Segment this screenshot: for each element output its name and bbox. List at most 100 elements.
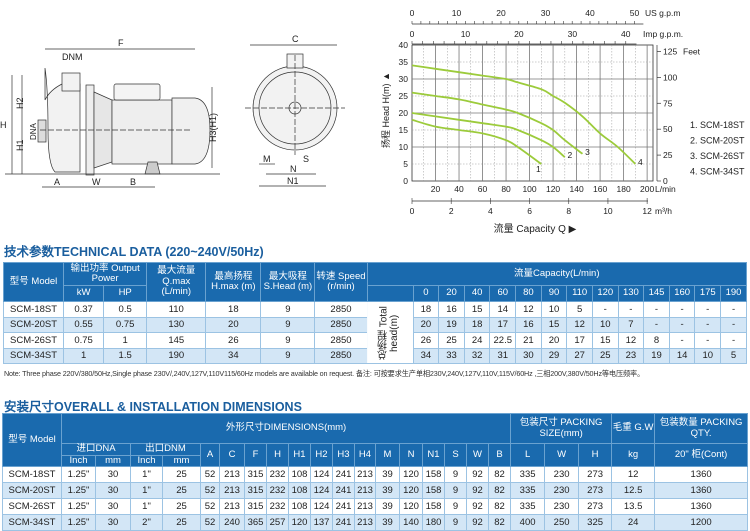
header-hmax: 最高扬程 H.max (m) bbox=[205, 262, 262, 302]
imp-gpm-tick-label: 10 bbox=[461, 29, 471, 39]
dim-label-dnm: DNM bbox=[62, 52, 83, 62]
header-dim-m: M bbox=[375, 442, 400, 468]
curve-number-label: 2 bbox=[567, 150, 572, 160]
cell-value: 108 bbox=[288, 482, 311, 500]
cell-value: 52 bbox=[200, 498, 220, 516]
cell-head: 17 bbox=[566, 332, 593, 349]
header-capacity-value: 60 bbox=[489, 285, 517, 302]
header-model: 型号 Model bbox=[2, 262, 65, 302]
cell-head: 19 bbox=[643, 347, 670, 364]
cell-value: 1" bbox=[130, 498, 163, 516]
cell-value: 232 bbox=[266, 482, 289, 500]
header-pack-h: H bbox=[578, 442, 613, 468]
cell-value: 92 bbox=[466, 498, 489, 516]
cell-value: 325 bbox=[578, 514, 613, 531]
cell-q: 145 bbox=[146, 332, 207, 349]
cell-value: 9 bbox=[444, 466, 467, 484]
cell-value: 124 bbox=[310, 482, 333, 500]
cell-value: 213 bbox=[219, 482, 245, 500]
cell-value: 24 bbox=[611, 514, 656, 531]
cell-value: 30 bbox=[95, 498, 131, 516]
us-gpm-tick-label: 10 bbox=[452, 8, 462, 18]
cell-head: - bbox=[668, 301, 696, 318]
y-axis-title: 扬程 Head H(m) ▲ bbox=[380, 72, 391, 148]
curve-4 bbox=[411, 64, 636, 165]
cell-value: 12 bbox=[611, 466, 656, 484]
header-cont: 20" 柜(Cont) bbox=[654, 442, 749, 468]
cell-speed: 2850 bbox=[314, 347, 368, 364]
cell-s: 9 bbox=[260, 301, 316, 318]
cell-value: 9 bbox=[444, 498, 467, 516]
cell-value: 158 bbox=[422, 498, 445, 516]
header-capacity-value: 110 bbox=[566, 285, 593, 302]
cell-value: 1360 bbox=[654, 466, 749, 484]
dimensions-title: 安装尺寸OVERALL & INSTALLATION DIMENSIONS bbox=[4, 400, 302, 414]
header-capacity-value: 90 bbox=[540, 285, 568, 302]
m3h-tick-label: 0 bbox=[410, 206, 415, 216]
cell-head: - bbox=[668, 332, 696, 349]
cell-value: 39 bbox=[375, 466, 400, 484]
cell-head: 25 bbox=[591, 347, 619, 364]
cell-value: 1.25" bbox=[61, 466, 96, 484]
cell-value: 39 bbox=[375, 498, 400, 516]
header-dnm-inch: Inch bbox=[130, 454, 163, 468]
header-packing-qty: 包装数量 PACKING QTY. bbox=[654, 413, 749, 444]
legend-item: 4. SCM-34ST bbox=[690, 167, 745, 177]
technical-data-table: 型号 Model 输出功率 Output Power 最大流量 Q.max (L… bbox=[2, 262, 748, 364]
y-tick-label: 40 bbox=[399, 40, 409, 50]
cell-value: 124 bbox=[310, 498, 333, 516]
cell-value: 232 bbox=[266, 466, 289, 484]
header-dim-n: N bbox=[399, 442, 423, 468]
y-tick-label: 25 bbox=[399, 91, 409, 101]
us-gpm-tick-label: 20 bbox=[496, 8, 506, 18]
header-capacity-value: 130 bbox=[617, 285, 645, 302]
cell-value: 213 bbox=[354, 514, 376, 531]
feet-tick-label: 0 bbox=[663, 176, 668, 186]
header-capacity-value: 160 bbox=[668, 285, 696, 302]
cell-value: 124 bbox=[310, 466, 333, 484]
cell-head: - bbox=[694, 332, 722, 349]
cell-head: - bbox=[694, 301, 722, 318]
cell-head: 15 bbox=[591, 332, 619, 349]
cell-value: 92 bbox=[466, 482, 489, 500]
header-dim-h: H bbox=[266, 442, 289, 468]
cell-head: 10 bbox=[591, 316, 619, 333]
cell-value: 315 bbox=[244, 498, 267, 516]
cell-model: SCM-26ST bbox=[2, 332, 65, 349]
cell-value: 335 bbox=[510, 498, 546, 516]
cell-head: 15 bbox=[540, 316, 568, 333]
cell-head: - bbox=[591, 301, 619, 318]
y-tick-label: 10 bbox=[399, 142, 409, 152]
feet-tick-label: 125 bbox=[663, 46, 677, 56]
cell-h: 34 bbox=[205, 347, 262, 364]
m3h-tick-label: 10 bbox=[603, 206, 613, 216]
total-head-label: 总扬程 Total head(m) bbox=[367, 301, 414, 364]
cell-value: 230 bbox=[544, 482, 580, 500]
header-capacity-value: 40 bbox=[463, 285, 491, 302]
cell-head: - bbox=[720, 316, 747, 333]
cell-hp: 1.5 bbox=[103, 347, 148, 364]
technical-data-title: 技术参数TECHNICAL DATA (220~240V/50Hz) bbox=[4, 245, 264, 259]
header-dim-c: C bbox=[219, 442, 245, 468]
legend-item: 3. SCM-26ST bbox=[690, 151, 745, 161]
cell-value: 1360 bbox=[654, 498, 749, 516]
cell-value: 365 bbox=[244, 514, 267, 531]
cell-speed: 2850 bbox=[314, 316, 368, 333]
cell-speed: 2850 bbox=[314, 301, 368, 318]
header-capacity-value: 0 bbox=[412, 285, 440, 302]
header-capacity-value: 175 bbox=[694, 285, 722, 302]
m3h-tick-label: 4 bbox=[488, 206, 493, 216]
cell-kw: 0.75 bbox=[63, 332, 105, 349]
cell-head: 32 bbox=[463, 347, 491, 364]
cell-value: 92 bbox=[466, 466, 489, 484]
cell-head: 18 bbox=[463, 316, 491, 333]
curve-number-label: 1 bbox=[536, 164, 541, 174]
curve-number-label: 4 bbox=[638, 157, 643, 167]
cell-head: 26 bbox=[412, 332, 440, 349]
x-tick-label: 20 bbox=[431, 184, 441, 194]
cell-value: 9 bbox=[444, 482, 467, 500]
x-unit-label: L/min bbox=[655, 184, 676, 194]
header-capacity-value: 145 bbox=[643, 285, 670, 302]
legend-item: 1. SCM-18ST bbox=[690, 120, 745, 130]
